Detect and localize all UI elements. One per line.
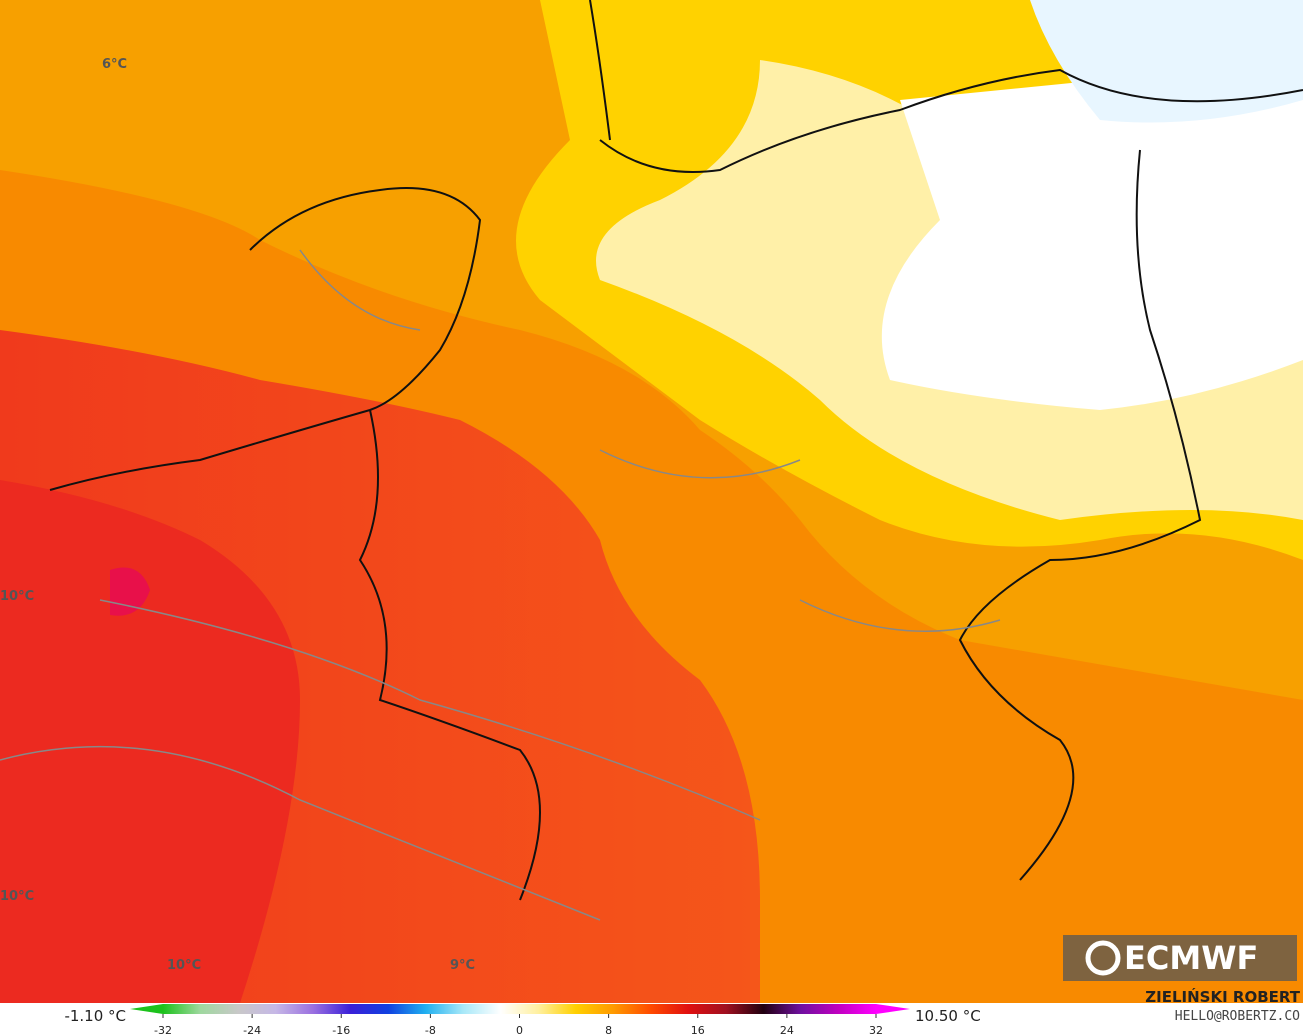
colorbar-tick-label: 32 [869,1024,883,1035]
colorbar-tick-label: -16 [332,1024,350,1035]
temperature-label: 9°C [450,958,475,973]
temperature-label: 6°C [102,57,127,72]
temperature-label: 10°C [0,889,34,904]
colorbar-min-extension [130,1004,163,1014]
logo-text: ECMWF [1124,939,1258,977]
temperature-label: 10°C [167,958,201,973]
colorbar-tick-label: 0 [516,1024,523,1035]
author: ZIELIŃSKI ROBERT [1145,987,1300,1006]
colorbar-tick-label: 24 [780,1024,794,1035]
logo-box: ECMWF [1063,935,1297,981]
colorbar-tick-label: 8 [605,1024,612,1035]
map [0,0,1303,1003]
colorbar-tick-label: -32 [154,1024,172,1035]
colorbar-tick-label: 16 [691,1024,705,1035]
colorbar-max-extension [876,1004,910,1014]
contact: HELLO@ROBERTZ.CO [1175,1009,1300,1024]
colorbar-scale [163,1004,876,1014]
colorbar: -32 -24 -16 -8 0 8 16 24 32 -1.10 °C 10.50 °C [64,1004,981,1035]
map-labels: 6°C 10°C 10°C 10°C 9°C [0,57,475,973]
temperature-label: 10°C [0,589,34,604]
colorbar-tick-label: -8 [425,1024,436,1035]
colorbar-max-label: 10.50 °C [915,1007,981,1025]
colorbar-min-label: -1.10 °C [64,1007,126,1025]
colorbar-tick-label: -24 [243,1024,261,1035]
